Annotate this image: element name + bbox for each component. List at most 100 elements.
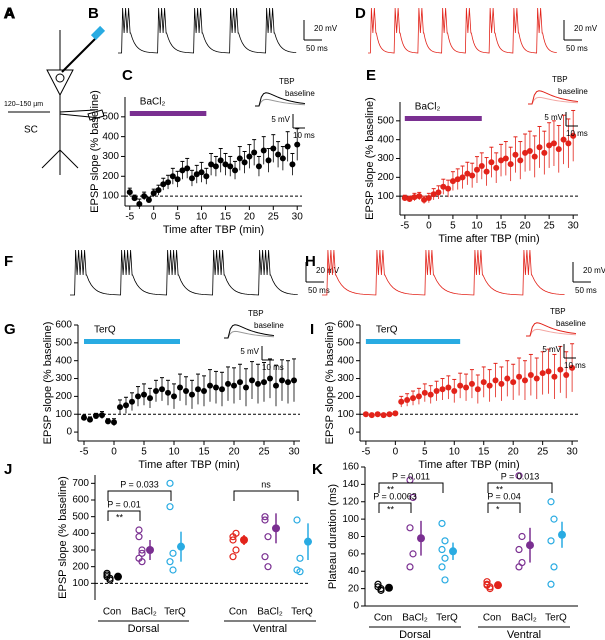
data-point [203,173,210,180]
data-point [430,191,437,198]
data-point [468,380,475,387]
data-point [241,159,248,166]
data-point [498,157,505,164]
category-label: BaCl₂ [131,607,157,618]
data-point [486,382,493,389]
y-tick-label: 100 [55,409,72,420]
panel-letter: A [4,5,15,22]
data-point [504,375,511,382]
category-label: BaCl₂ [511,613,537,624]
significance-stars: ** [387,504,395,514]
x-tick-label: 10 [449,447,461,458]
x-tick-label: 10 [471,221,483,232]
data-point [165,389,171,396]
data-point [179,167,186,174]
data-point [380,412,387,419]
data-point [213,384,219,391]
p-value-label: P = 0.011 [392,471,430,481]
data-point [483,168,490,175]
individual-point [515,563,523,571]
category-label: Con [229,607,247,618]
data-point [463,384,470,391]
data-point [539,370,546,377]
soma [46,69,74,97]
x-tick-label: 5 [175,212,181,223]
individual-point [166,479,174,487]
individual-point [166,503,174,511]
y-tick-label: 400 [72,528,89,539]
data-point [236,155,243,162]
y-axis-label: EPSP slope (% baseline) [57,476,69,599]
data-point [188,175,195,182]
panel-letter: K [312,461,323,478]
category-label: Con [374,613,392,624]
p-value-label: P = 0.033 [120,479,159,489]
y-tick-label: 200 [102,171,119,182]
y-tick-label: 600 [55,320,72,331]
data-point [294,141,301,148]
data-point [284,143,291,150]
mean-point [177,542,185,551]
p-value-label: P = 0.01 [107,499,141,509]
data-point [502,155,509,162]
data-point [569,364,576,371]
data-point [531,153,538,160]
data-point [536,144,543,151]
data-point [150,190,157,197]
data-point [557,366,564,373]
data-point [217,157,224,164]
scale-y-label: 5 mV [544,113,563,122]
mean-point [417,534,425,543]
significance-bracket [487,482,553,493]
data-point [478,163,485,170]
data-point [565,140,572,147]
x-tick-label: 15 [198,447,210,458]
individual-point [515,472,523,480]
data-point [131,195,138,202]
individual-point [406,563,414,571]
data-point [439,386,446,393]
data-point [427,391,434,398]
region-label: SC [24,125,38,136]
x-tick-label: 20 [508,447,520,458]
category-label: TerQ [291,607,313,618]
individual-point [296,568,304,576]
data-point [451,388,458,395]
y-tick-label: 500 [377,115,394,126]
nucleus [55,73,65,83]
data-point [421,389,428,396]
data-point [275,151,282,158]
data-point [521,377,528,384]
inset-label: baseline [254,321,284,330]
x-tick-label: -5 [125,212,134,223]
data-point [267,375,273,382]
group-label: Dorsal [399,629,431,640]
x-tick-label: 5 [141,447,147,458]
individual-point [229,553,237,561]
y-tick-label: 200 [55,391,72,402]
x-tick-label: 0 [111,447,117,458]
individual-point [550,563,558,571]
x-tick-label: -5 [400,221,409,232]
data-point [473,166,480,173]
data-point [227,163,234,170]
individual-point [261,516,269,524]
individual-point [135,526,143,534]
data-point [362,411,369,418]
y-tick-label: 400 [102,131,119,142]
data-point [289,161,296,168]
mean-point [558,530,566,539]
x-tick-label: 5 [450,221,456,232]
y-tick-label: 100 [72,578,89,589]
data-point [147,395,153,402]
individual-point [169,549,177,557]
data-point [416,193,423,200]
scale-y-label: 5 mV [271,115,290,124]
y-axis-label: EPSP slope (% baseline) [89,90,101,213]
data-point [533,375,540,382]
x-axis-label: Time after TBP (min) [138,459,239,471]
significance-bracket [487,502,521,513]
data-point [415,393,422,400]
data-point [285,379,291,386]
scale-x-label: 50 ms [308,286,330,295]
